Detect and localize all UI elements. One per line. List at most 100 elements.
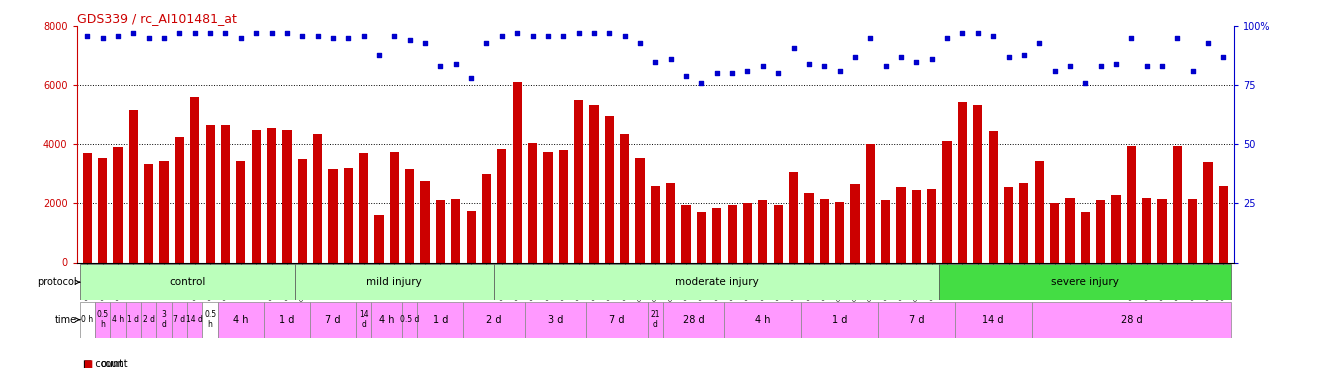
Bar	[156, 302, 172, 338]
Text: 0.5 d: 0.5 d	[400, 315, 420, 324]
Point	[583, 30, 605, 36]
Text: 0 h: 0 h	[82, 315, 94, 324]
Text: moderate injury: moderate injury	[675, 277, 759, 287]
Point	[614, 33, 635, 39]
Point	[676, 73, 697, 79]
Bar	[1065, 198, 1074, 262]
Point	[722, 70, 743, 76]
Text: 7 d: 7 d	[325, 315, 341, 325]
Bar	[1035, 160, 1044, 262]
Point	[906, 58, 927, 64]
Bar	[202, 302, 218, 338]
Bar	[574, 100, 583, 262]
Bar	[282, 130, 292, 262]
Bar	[651, 186, 660, 262]
Bar	[220, 125, 230, 262]
Bar	[512, 82, 521, 262]
Point	[768, 70, 789, 76]
Bar	[375, 215, 384, 262]
Bar	[451, 199, 461, 262]
Point	[92, 35, 114, 41]
Point	[322, 35, 343, 41]
Point	[1213, 54, 1234, 60]
Point	[1028, 40, 1049, 46]
Bar	[789, 172, 799, 262]
Point	[123, 30, 144, 36]
Bar	[942, 141, 952, 262]
Bar	[436, 201, 445, 262]
Point	[1151, 63, 1172, 69]
Point	[1197, 40, 1218, 46]
Text: 0.5
h: 0.5 h	[205, 310, 216, 329]
Point	[1014, 52, 1035, 58]
Bar	[1172, 146, 1181, 262]
Point	[998, 54, 1019, 60]
Bar	[958, 102, 968, 262]
Point	[752, 63, 774, 69]
Text: 3 d: 3 d	[548, 315, 564, 325]
Bar	[1127, 146, 1137, 262]
Bar	[758, 201, 767, 262]
Point	[799, 61, 820, 67]
Bar	[1111, 195, 1121, 262]
Bar	[605, 116, 614, 262]
Text: 1 d: 1 d	[832, 315, 847, 325]
Bar	[1049, 203, 1059, 262]
Bar	[1005, 187, 1014, 262]
Point	[1044, 68, 1065, 74]
Text: 4 h: 4 h	[755, 315, 771, 325]
Bar	[743, 203, 752, 262]
Bar	[494, 264, 940, 300]
Point	[445, 61, 466, 67]
Point	[1121, 35, 1142, 41]
Text: 28 d: 28 d	[682, 315, 705, 325]
Point	[230, 35, 251, 41]
Point	[921, 56, 942, 62]
Bar	[589, 105, 598, 262]
Point	[813, 63, 834, 69]
Bar	[466, 211, 475, 262]
Bar	[713, 208, 722, 262]
Bar	[267, 128, 276, 262]
Text: 3
d: 3 d	[161, 310, 166, 329]
Bar	[648, 302, 663, 338]
Bar	[313, 134, 322, 262]
Point	[936, 35, 957, 41]
Point	[706, 70, 727, 76]
Point	[982, 33, 1003, 39]
Point	[261, 30, 282, 36]
Point	[461, 75, 482, 81]
Bar	[667, 183, 676, 262]
Bar	[389, 152, 399, 262]
Text: 7 d: 7 d	[610, 315, 624, 325]
Bar	[850, 184, 859, 262]
Bar	[141, 302, 156, 338]
Bar	[160, 160, 169, 262]
Bar	[310, 302, 356, 338]
Bar	[83, 153, 92, 262]
Point	[660, 56, 681, 62]
Bar	[1031, 302, 1232, 338]
Point	[537, 33, 558, 39]
Bar	[1096, 201, 1105, 262]
Point	[875, 63, 896, 69]
Point	[1074, 80, 1096, 86]
Bar	[727, 205, 737, 262]
Text: 0.5
h: 0.5 h	[96, 310, 108, 329]
Point	[430, 63, 451, 69]
Bar	[940, 264, 1232, 300]
Bar	[973, 105, 982, 262]
Bar	[525, 302, 586, 338]
Bar	[125, 302, 141, 338]
Point	[568, 30, 589, 36]
Point	[477, 40, 498, 46]
Bar	[836, 202, 845, 262]
Point	[891, 54, 912, 60]
Bar	[172, 302, 187, 338]
Point	[690, 80, 711, 86]
Point	[1105, 61, 1126, 67]
Bar	[95, 302, 111, 338]
Bar	[421, 181, 430, 262]
Point	[521, 33, 543, 39]
Point	[199, 30, 220, 36]
